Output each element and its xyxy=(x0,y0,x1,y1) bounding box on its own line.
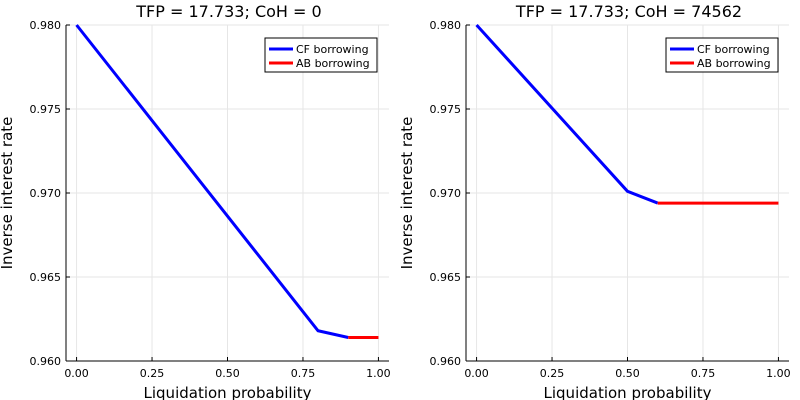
grid-lines xyxy=(66,24,389,362)
x-tick-label: 1.00 xyxy=(766,367,791,380)
chart-panel-1: 0.00 0.25 0.50 0.75 1.00 0.960 0.965 0.970 0.975… xyxy=(0,2,391,400)
y-tick-label: 0.965 xyxy=(30,271,62,284)
y-axis-label: Inverse interest rate xyxy=(398,117,416,270)
y-axis-label: Inverse interest rate xyxy=(0,117,16,270)
legend-label: AB borrowing xyxy=(697,57,771,70)
x-axis-label: Liquidation probability xyxy=(144,384,312,400)
chart-title: TFP = 17.733; CoH = 74562 xyxy=(515,2,742,21)
legend-box xyxy=(665,37,779,73)
legend-label: CF borrowing xyxy=(697,43,770,56)
x-tick-label: 1.00 xyxy=(366,367,391,380)
y-tick-label: 0.980 xyxy=(30,19,62,32)
x-tick-label: 0.00 xyxy=(464,367,489,380)
y-tick-label: 0.960 xyxy=(430,355,462,368)
y-tick-label: 0.960 xyxy=(30,355,62,368)
y-tick-label: 0.970 xyxy=(430,187,462,200)
legend-label: CF borrowing xyxy=(296,43,369,56)
x-tick-label: 0.50 xyxy=(615,367,640,380)
y-tick-label: 0.975 xyxy=(30,103,62,116)
series-line-cf-borrowing xyxy=(475,23,659,205)
y-tick-label: 0.965 xyxy=(430,271,462,284)
x-axis-label: Liquidation probability xyxy=(544,384,712,400)
x-tick-label: 0.00 xyxy=(64,367,89,380)
x-tick-label: 0.25 xyxy=(140,367,165,380)
legend-label: AB borrowing xyxy=(296,57,370,70)
legend-box xyxy=(264,37,378,73)
chart-panel-2: 0.00 0.25 0.50 0.75 1.00 0.960 0.965 0.970 0.975… xyxy=(398,2,791,400)
series-line-cf-borrowing xyxy=(75,24,349,339)
y-tick-label: 0.970 xyxy=(30,187,62,200)
y-tick-label: 0.975 xyxy=(430,103,462,116)
grid-lines xyxy=(466,24,789,362)
y-tick-label: 0.980 xyxy=(430,19,462,32)
x-tick-label: 0.50 xyxy=(215,367,240,380)
x-tick-label: 0.75 xyxy=(691,367,716,380)
x-tick-label: 0.25 xyxy=(540,367,565,380)
x-tick-label: 0.75 xyxy=(291,367,316,380)
chart-title: TFP = 17.733; CoH = 0 xyxy=(135,2,321,21)
